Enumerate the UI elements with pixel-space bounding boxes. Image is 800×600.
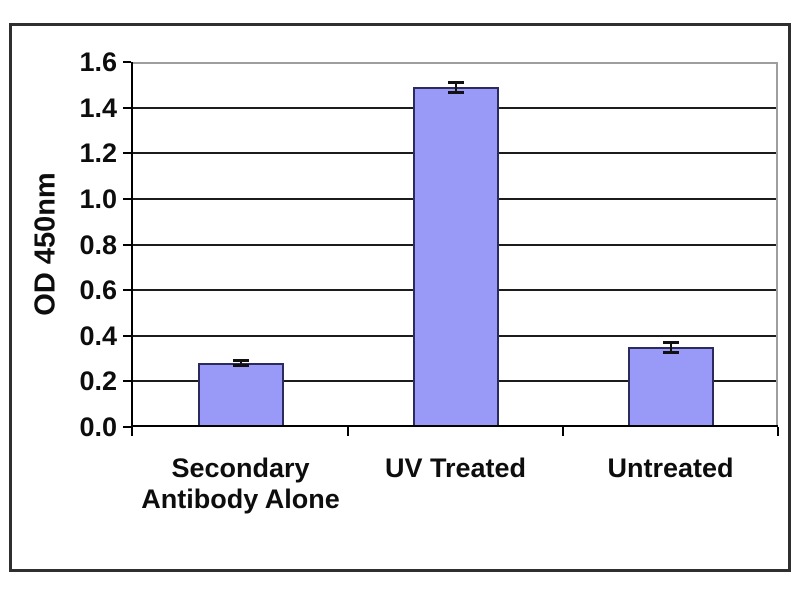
figure-border — [9, 23, 791, 572]
y-axis-tick — [123, 289, 131, 292]
bar-2 — [412, 87, 499, 427]
y-axis-line — [131, 62, 133, 436]
error-bar-line — [454, 82, 457, 92]
error-bar-cap-top — [232, 358, 249, 362]
x-category-label: UV Treated — [384, 453, 527, 483]
x-axis-tick — [777, 427, 779, 436]
bar-1 — [197, 363, 284, 427]
y-axis-tick — [123, 152, 131, 155]
y-axis-tick — [123, 243, 131, 246]
y-axis-tick — [123, 106, 131, 109]
x-axis-line — [131, 425, 778, 427]
y-tick-label: 0.0 — [79, 412, 117, 442]
x-category-label: Untreated — [607, 453, 734, 483]
x-axis-tick — [562, 427, 564, 436]
y-tick-label: 1.2 — [79, 138, 117, 169]
bar-3 — [627, 347, 714, 427]
y-tick-label: 0.4 — [79, 320, 117, 351]
y-tick-label: 0.8 — [79, 229, 117, 260]
y-axis-tick — [123, 380, 131, 383]
y-tick-label: 0.6 — [79, 275, 117, 306]
y-axis-tick — [123, 197, 131, 200]
y-tick-label: 1.6 — [79, 47, 117, 77]
error-bar-line — [669, 342, 672, 352]
error-bar-line — [239, 360, 242, 366]
plot-area: 0.0 0.2 0.4 0.6 0.8 1.0 1.2 1.4 1.6 Secondary Ant… — [79, 48, 779, 514]
y-tick-label: 0.2 — [79, 366, 117, 397]
x-category-label: Secondary Antibody Alone — [141, 453, 340, 514]
x-axis-tick — [347, 427, 349, 436]
plot-border-top — [133, 62, 778, 64]
y-tick-label: 1.4 — [79, 92, 117, 123]
y-axis-tick — [123, 334, 131, 337]
y-axis-tick — [123, 426, 131, 428]
error-bar-cap-bottom — [232, 364, 249, 368]
error-bar-cap-bottom — [447, 90, 464, 94]
error-bar-cap-top — [447, 80, 464, 84]
error-bar-cap-bottom — [662, 350, 679, 354]
plot-border-right — [776, 62, 778, 427]
y-axis-tick — [123, 61, 131, 63]
y-tick-label: 1.0 — [79, 183, 117, 214]
error-bar-cap-top — [662, 340, 679, 344]
